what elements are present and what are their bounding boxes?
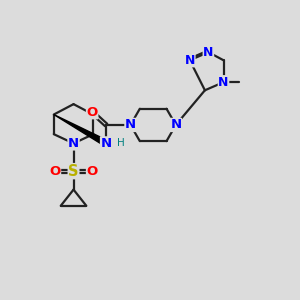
Text: S: S <box>68 164 79 178</box>
Text: N: N <box>170 118 182 131</box>
Text: H: H <box>116 138 124 148</box>
Text: N: N <box>125 118 136 131</box>
Text: N: N <box>68 137 79 150</box>
Text: N: N <box>184 54 195 67</box>
Text: O: O <box>49 165 61 178</box>
Text: N: N <box>100 137 112 150</box>
Text: N: N <box>203 46 214 59</box>
Polygon shape <box>54 115 106 145</box>
Text: N: N <box>218 76 229 89</box>
Text: O: O <box>86 106 98 119</box>
Text: O: O <box>86 165 98 178</box>
